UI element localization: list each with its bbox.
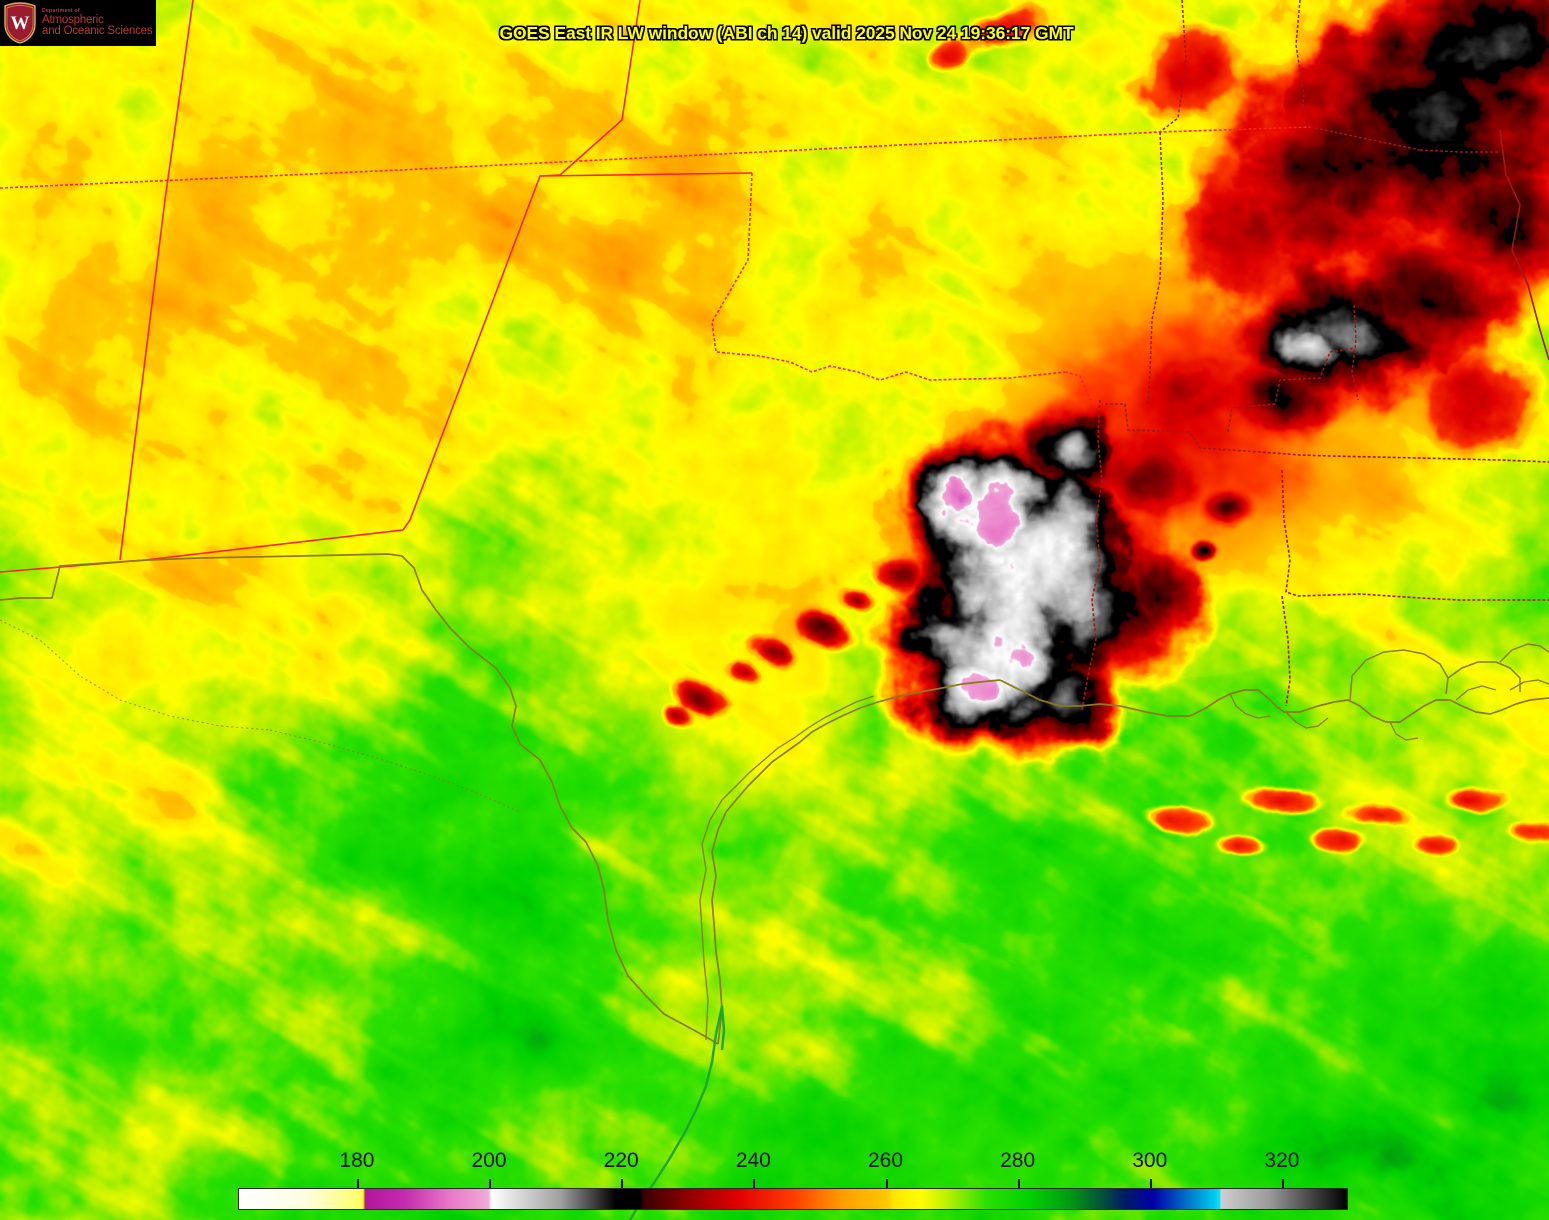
map-boundary-line: [1295, 0, 1305, 129]
map-boundary-line: [1281, 595, 1291, 707]
map-boundary-line: [699, 695, 875, 1041]
svg-text:W: W: [11, 13, 30, 34]
map-boundary-line: [1081, 399, 1103, 711]
map-boundary-line: [720, 1005, 726, 1051]
map-boundary-line: [1159, 0, 1187, 133]
map-boundary-line: [539, 172, 753, 177]
map-boundary-line: [1147, 131, 1164, 405]
colorbar-tick-label: 240: [735, 1149, 771, 1172]
map-boundary-line: [1447, 661, 1521, 692]
colorbar-tick-label: 280: [1000, 1149, 1036, 1172]
map-boundary-line: [1389, 721, 1419, 741]
map-boundary-line: [119, 0, 194, 561]
colorbar-tick: [885, 1179, 888, 1188]
colorbar-tick: [1149, 1179, 1152, 1188]
map-boundary-line: [1349, 649, 1449, 701]
colorbar-tick-label: 220: [603, 1149, 639, 1172]
colorbar-tick: [356, 1179, 359, 1188]
colorbar-tick-label: 320: [1264, 1149, 1300, 1172]
logo-text-block: Department of Atmospheric and Oceanic Sc…: [42, 7, 153, 37]
map-boundary-line: [1281, 469, 1549, 601]
logo-line-1: Atmospheric: [42, 14, 104, 27]
map-boundary-line: [1509, 679, 1549, 691]
map-boundary-line: [1351, 304, 1359, 401]
logo-line-2: and Oceanic Sciences: [42, 24, 153, 37]
map-boundary-line: [1105, 403, 1549, 463]
uw-crest-icon: W: [4, 2, 36, 44]
colorbar-gradient: [238, 1188, 1348, 1210]
colorbar-tick-label: 180: [339, 1149, 375, 1172]
colorbar-tick-label: 260: [867, 1149, 904, 1172]
coastlines-and-international-borders: [0, 553, 1549, 1045]
colorbar-tick: [1281, 1179, 1284, 1188]
map-boundary-line: [0, 553, 719, 1045]
map-boundary-line: [711, 679, 1001, 1045]
colorbar-tick: [1017, 1179, 1020, 1188]
colorbar-tick-label: 300: [1132, 1149, 1168, 1172]
map-boundary-line: [0, 619, 271, 731]
map-boundary-line: [711, 172, 1066, 381]
colorbar-tick: [489, 1179, 492, 1188]
map-boundary-line: [999, 679, 1549, 723]
colorbar-container: 180 200 220 240 260 280 300 320: [238, 1149, 1348, 1210]
map-boundary-line: [1227, 347, 1355, 433]
map-boundary-line: [1064, 371, 1106, 405]
map-boundary-line: [1499, 129, 1549, 361]
map-boundary-line: [0, 0, 641, 573]
map-boundary-line: [269, 729, 521, 813]
colorbar-tick-label: 200: [471, 1149, 507, 1172]
map-boundary-line: [1499, 643, 1549, 663]
map-boundary-line: [1285, 711, 1329, 729]
map-boundary-line: [1229, 693, 1271, 719]
map-boundary-line: [0, 126, 1311, 189]
uw-madison-aos-logo: W Department of Atmospheric and Oceanic …: [0, 0, 156, 46]
map-boundary-line: [1455, 685, 1497, 701]
us-state-borders: [0, 0, 1549, 711]
colorbar-tick: [621, 1179, 624, 1188]
map-boundary-line: [1419, 149, 1500, 153]
map-boundary-line: [1309, 126, 1421, 151]
colorbar-tick: [753, 1179, 756, 1188]
logo-department-line: Department of: [42, 7, 80, 14]
